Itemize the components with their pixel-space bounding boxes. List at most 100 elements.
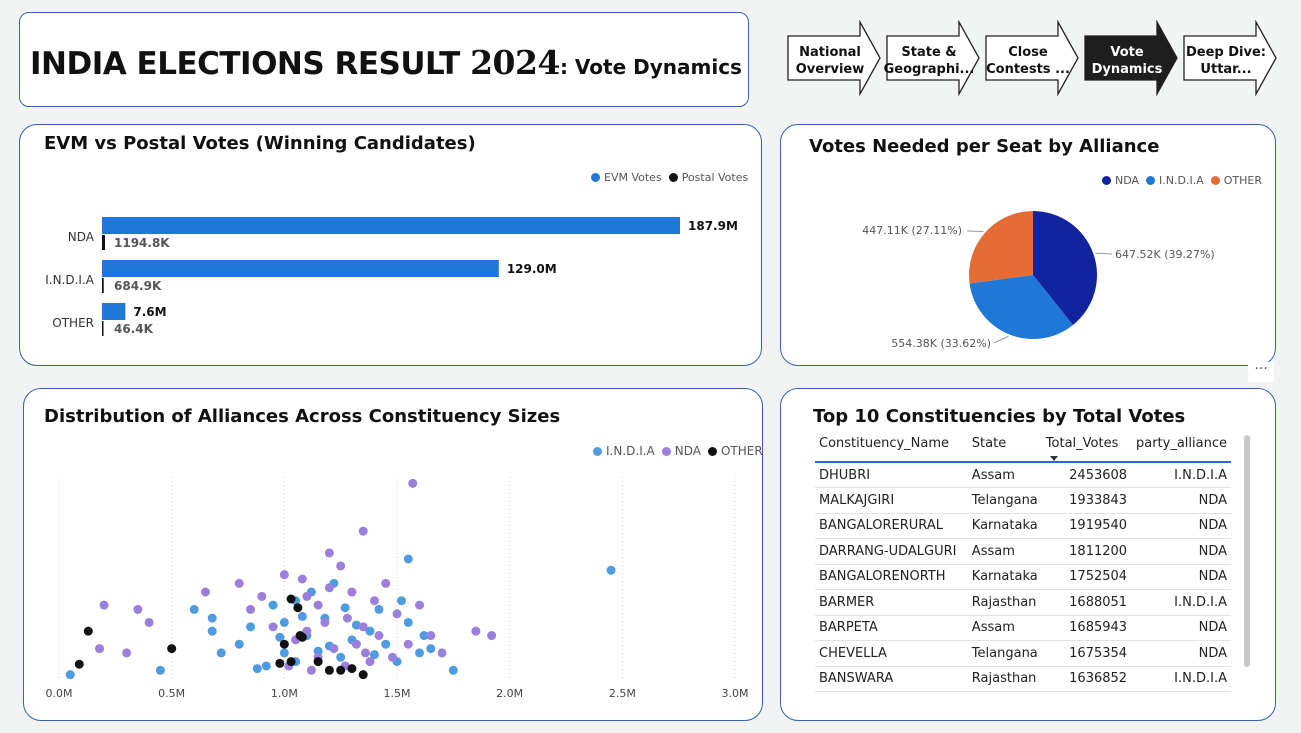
scatter-point-india[interactable] [216, 648, 226, 658]
scatter-point-india[interactable] [351, 620, 361, 630]
scatter-point-india[interactable] [381, 639, 391, 649]
scatter-point-other[interactable] [286, 594, 296, 604]
scatter-point-nda[interactable] [351, 639, 361, 649]
bar-postal[interactable] [102, 235, 105, 250]
col-total-votes[interactable]: Total_Votes [1041, 433, 1132, 463]
scatter-point-nda[interactable] [392, 609, 402, 619]
scatter-point-nda[interactable] [279, 570, 289, 580]
scatter-point-nda[interactable] [246, 604, 256, 614]
bar-evm[interactable] [102, 260, 499, 277]
scatter-point-india[interactable] [279, 648, 289, 658]
table-row[interactable]: BANGALORERURAL Karnataka 1919540 NDA [815, 513, 1231, 539]
scatter-point-nda[interactable] [324, 548, 334, 558]
table-row[interactable]: DHUBRI Assam 2453608 I.N.D.I.A [815, 462, 1231, 488]
scatter-point-nda[interactable] [426, 631, 436, 641]
scatter-point-india[interactable] [207, 626, 217, 636]
more-options-button[interactable]: ··· [1248, 362, 1274, 382]
table-row[interactable]: BANSWARA Rajasthan 1636852 I.N.D.I.A [815, 666, 1231, 692]
scatter-point-india[interactable] [374, 604, 384, 614]
pie-slice-india[interactable] [969, 275, 1073, 339]
scatter-point-nda[interactable] [408, 478, 418, 488]
scatter-point-other[interactable] [324, 665, 334, 675]
scatter-point-nda[interactable] [374, 631, 384, 641]
scatter-point-nda[interactable] [342, 613, 352, 623]
scatter-point-nda[interactable] [122, 648, 132, 658]
scatter-point-other[interactable] [83, 626, 93, 636]
scatter-point-india[interactable] [279, 617, 289, 627]
scatter-point-india[interactable] [65, 670, 75, 680]
scatter-point-nda[interactable] [268, 622, 278, 632]
scatter-point-india[interactable] [369, 650, 379, 660]
scatter-point-nda[interactable] [306, 665, 316, 675]
scatter-point-india[interactable] [403, 554, 413, 564]
scatter-point-india[interactable] [252, 664, 262, 674]
scatter-point-india[interactable] [234, 639, 244, 649]
scatter-point-other[interactable] [358, 670, 368, 680]
scatter-point-india[interactable] [275, 632, 285, 642]
pie-slice-nda[interactable] [1033, 211, 1097, 325]
scatter-point-nda[interactable] [358, 622, 368, 632]
col-constituency[interactable]: Constituency_Name [815, 433, 968, 463]
scatter-point-nda[interactable] [471, 626, 481, 636]
scatter-point-india[interactable] [189, 604, 199, 614]
table-row[interactable]: BANGALORENORTH Karnataka 1752504 NDA [815, 564, 1231, 590]
scatter-point-india[interactable] [415, 648, 425, 658]
bar-postal[interactable] [102, 321, 104, 336]
scatter-point-nda[interactable] [403, 639, 413, 649]
scatter-point-india[interactable] [261, 661, 271, 671]
scatter-point-nda[interactable] [234, 578, 244, 588]
scatter-point-nda[interactable] [324, 583, 334, 593]
scatter-point-india[interactable] [365, 626, 375, 636]
table-row[interactable]: BARPETA Assam 1685943 NDA [815, 615, 1231, 641]
scatter-point-nda[interactable] [297, 574, 307, 584]
table-row[interactable]: CHEVELLA Telangana 1675354 NDA [815, 640, 1231, 667]
bar-postal[interactable] [102, 278, 104, 293]
scatter-point-nda[interactable] [95, 644, 105, 654]
scatter-point-india[interactable] [426, 644, 436, 654]
bar-evm[interactable] [102, 217, 680, 234]
scatter-point-nda[interactable] [381, 578, 391, 588]
bar-evm[interactable] [102, 303, 126, 320]
scatter-point-india[interactable] [297, 611, 307, 621]
scatter-point-india[interactable] [268, 600, 278, 610]
scatter-point-nda[interactable] [437, 648, 447, 658]
scatter-point-india[interactable] [419, 631, 429, 641]
scatter-point-nda[interactable] [360, 648, 370, 658]
scatter-point-india[interactable] [340, 603, 350, 613]
scatter-point-other[interactable] [297, 632, 307, 642]
scatter-point-nda[interactable] [329, 644, 339, 654]
scatter-point-nda[interactable] [415, 600, 425, 610]
scatter-point-india[interactable] [397, 596, 407, 606]
scatter-point-nda[interactable] [320, 617, 330, 627]
pie-slice-other[interactable] [969, 211, 1033, 284]
scatter-point-nda[interactable] [369, 596, 379, 606]
scatter-point-other[interactable] [167, 644, 177, 654]
scatter-point-nda[interactable] [200, 587, 210, 597]
table-row[interactable]: MALKAJGIRI Telangana 1933843 NDA [815, 487, 1231, 514]
scatter-point-india[interactable] [448, 665, 458, 675]
scatter-point-other[interactable] [275, 658, 285, 668]
table-scrollbar[interactable] [1244, 435, 1250, 667]
col-state[interactable]: State [967, 433, 1042, 463]
table-row[interactable]: BARMER Rajasthan 1688051 I.N.D.I.A [815, 589, 1231, 616]
scatter-point-india[interactable] [207, 613, 217, 623]
scatter-point-other[interactable] [279, 639, 289, 649]
nav-arrow-4[interactable]: Vote Dynamics [1084, 20, 1178, 97]
nav-arrow-1[interactable]: National Overview [787, 20, 881, 97]
scatter-point-nda[interactable] [133, 604, 143, 614]
scatter-point-india[interactable] [155, 665, 165, 675]
scatter-point-nda[interactable] [336, 561, 346, 571]
scatter-point-india[interactable] [403, 617, 413, 627]
nav-arrow-5[interactable]: Deep Dive: Uttar... [1183, 20, 1277, 97]
scatter-point-india[interactable] [336, 652, 346, 662]
scatter-point-other[interactable] [286, 657, 296, 667]
scatter-point-other[interactable] [336, 665, 346, 675]
scatter-point-nda[interactable] [302, 591, 312, 601]
scatter-point-other[interactable] [293, 603, 303, 613]
col-party-alliance[interactable]: party_alliance [1131, 433, 1231, 463]
scatter-point-india[interactable] [246, 622, 256, 632]
scatter-point-nda[interactable] [365, 657, 375, 667]
scatter-point-nda[interactable] [99, 600, 109, 610]
scatter-point-other[interactable] [313, 657, 323, 667]
scatter-point-nda[interactable] [313, 600, 323, 610]
